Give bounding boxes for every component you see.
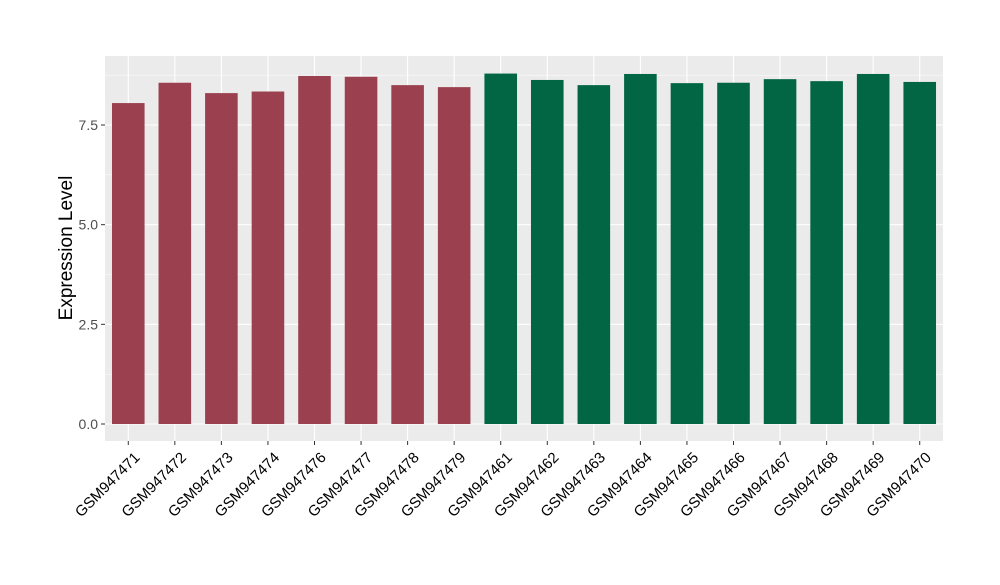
bar <box>717 82 750 424</box>
y-tick-label: 7.5 <box>79 117 99 133</box>
bar <box>205 93 238 425</box>
bar <box>158 82 192 424</box>
bar <box>484 73 518 425</box>
bar <box>391 85 424 424</box>
y-tick-label: 5.0 <box>79 217 99 233</box>
x-axis: GSM947471GSM947472GSM947473GSM947474GSM9… <box>72 441 935 521</box>
y-axis-label: Expression Level <box>56 176 77 321</box>
bar <box>111 103 145 424</box>
plot-panel <box>105 56 943 441</box>
bar <box>577 85 611 424</box>
bar <box>903 81 937 424</box>
bars-layer <box>111 73 937 425</box>
y-tick-label: 2.5 <box>79 316 99 332</box>
y-axis: 0.0 2.5 5.0 7.5 <box>79 117 105 432</box>
bar <box>344 76 378 425</box>
bar <box>763 79 797 425</box>
bar <box>298 75 331 425</box>
bar <box>810 81 843 424</box>
bar <box>670 83 704 424</box>
bar <box>530 79 564 424</box>
bar <box>856 73 890 424</box>
bar <box>624 73 657 424</box>
bar <box>437 87 471 425</box>
bar <box>251 91 285 425</box>
y-tick-label: 0.0 <box>79 416 99 432</box>
